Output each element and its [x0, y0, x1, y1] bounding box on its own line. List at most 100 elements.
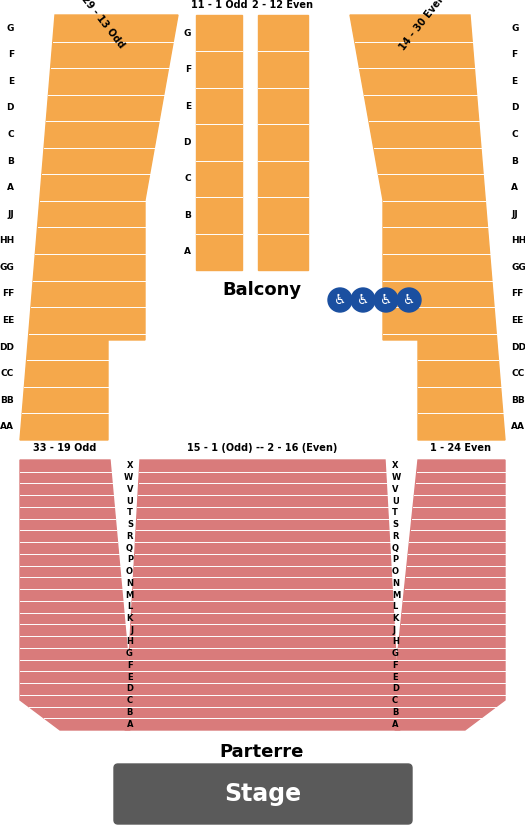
- Text: AA: AA: [0, 422, 14, 432]
- Text: CC: CC: [1, 369, 14, 378]
- Text: GG: GG: [511, 263, 525, 272]
- Text: O: O: [392, 567, 399, 576]
- Text: U: U: [126, 496, 133, 505]
- Text: V: V: [127, 485, 133, 494]
- Text: JJ: JJ: [511, 210, 518, 219]
- Text: EE: EE: [511, 316, 523, 325]
- Text: 14 - 30 Even: 14 - 30 Even: [397, 0, 447, 51]
- Polygon shape: [258, 15, 308, 270]
- Text: G: G: [126, 649, 133, 658]
- Text: X: X: [392, 461, 398, 471]
- Text: D: D: [126, 685, 133, 693]
- Text: F: F: [128, 661, 133, 670]
- Text: G: G: [7, 24, 14, 32]
- Text: C: C: [511, 130, 518, 139]
- Text: G: G: [511, 24, 518, 32]
- Text: A: A: [127, 720, 133, 729]
- Circle shape: [374, 288, 398, 312]
- Text: AA: AA: [511, 422, 525, 432]
- Text: A: A: [392, 720, 398, 729]
- Text: P: P: [127, 555, 133, 564]
- Text: 29 - 13 Odd: 29 - 13 Odd: [80, 0, 127, 50]
- Text: O: O: [126, 567, 133, 576]
- Text: 2 - 12 Even: 2 - 12 Even: [253, 0, 313, 10]
- Text: D: D: [511, 104, 519, 113]
- Text: M: M: [392, 590, 400, 599]
- Text: Parterre: Parterre: [220, 743, 304, 761]
- Text: Stage: Stage: [225, 782, 301, 806]
- Text: P: P: [392, 555, 398, 564]
- Text: G: G: [392, 649, 399, 658]
- Text: X: X: [127, 461, 133, 471]
- Text: 1 - 24 Even: 1 - 24 Even: [429, 443, 490, 453]
- Text: HH: HH: [0, 237, 14, 246]
- Text: T: T: [127, 508, 133, 517]
- Text: EE: EE: [2, 316, 14, 325]
- Text: JJ: JJ: [7, 210, 14, 219]
- Text: E: E: [128, 672, 133, 681]
- Text: K: K: [392, 614, 398, 623]
- Text: K: K: [127, 614, 133, 623]
- FancyBboxPatch shape: [114, 764, 412, 824]
- Text: BB: BB: [0, 396, 14, 405]
- Text: A: A: [511, 183, 518, 193]
- Text: N: N: [126, 579, 133, 588]
- Text: F: F: [511, 51, 517, 59]
- Text: R: R: [392, 532, 398, 541]
- Text: Q: Q: [126, 544, 133, 553]
- Text: V: V: [392, 485, 398, 494]
- Text: C: C: [184, 174, 191, 183]
- Text: DD: DD: [511, 343, 525, 352]
- Text: F: F: [8, 51, 14, 59]
- Text: 15 - 1 (Odd) -- 2 - 16 (Even): 15 - 1 (Odd) -- 2 - 16 (Even): [187, 443, 337, 453]
- Circle shape: [351, 288, 375, 312]
- Circle shape: [397, 288, 421, 312]
- Text: U: U: [392, 496, 399, 505]
- Text: Balcony: Balcony: [223, 281, 301, 299]
- Text: W: W: [392, 473, 401, 482]
- Text: L: L: [128, 603, 133, 611]
- Text: F: F: [185, 65, 191, 74]
- Text: ♿: ♿: [334, 293, 346, 307]
- Text: A: A: [7, 183, 14, 193]
- Text: BB: BB: [511, 396, 525, 405]
- Text: FF: FF: [2, 290, 14, 299]
- Text: N: N: [392, 579, 399, 588]
- Text: D: D: [392, 685, 399, 693]
- Polygon shape: [125, 460, 400, 730]
- Text: D: D: [184, 138, 191, 147]
- Text: DD: DD: [0, 343, 14, 352]
- Text: A: A: [184, 247, 191, 256]
- Text: B: B: [392, 708, 398, 717]
- Text: D: D: [6, 104, 14, 113]
- Text: E: E: [185, 101, 191, 110]
- Polygon shape: [20, 15, 178, 440]
- Text: B: B: [7, 157, 14, 166]
- Text: W: W: [124, 473, 133, 482]
- Text: R: R: [127, 532, 133, 541]
- Text: E: E: [511, 77, 517, 86]
- Text: 11 - 1 Odd: 11 - 1 Odd: [191, 0, 247, 10]
- Text: C: C: [7, 130, 14, 139]
- Text: C: C: [127, 696, 133, 706]
- Text: J: J: [130, 626, 133, 635]
- Text: ♿: ♿: [357, 293, 369, 307]
- Polygon shape: [196, 15, 242, 270]
- Text: E: E: [8, 77, 14, 86]
- Text: E: E: [392, 672, 397, 681]
- Text: G: G: [184, 29, 191, 37]
- Text: ♿: ♿: [403, 293, 415, 307]
- Text: C: C: [392, 696, 398, 706]
- Circle shape: [328, 288, 352, 312]
- Text: CC: CC: [511, 369, 524, 378]
- Text: J: J: [392, 626, 395, 635]
- Text: ♿: ♿: [380, 293, 392, 307]
- Text: GG: GG: [0, 263, 14, 272]
- Text: M: M: [125, 590, 133, 599]
- Text: B: B: [184, 211, 191, 220]
- Text: B: B: [127, 708, 133, 717]
- Text: F: F: [392, 661, 397, 670]
- Text: B: B: [511, 157, 518, 166]
- Text: L: L: [392, 603, 397, 611]
- Polygon shape: [395, 460, 505, 730]
